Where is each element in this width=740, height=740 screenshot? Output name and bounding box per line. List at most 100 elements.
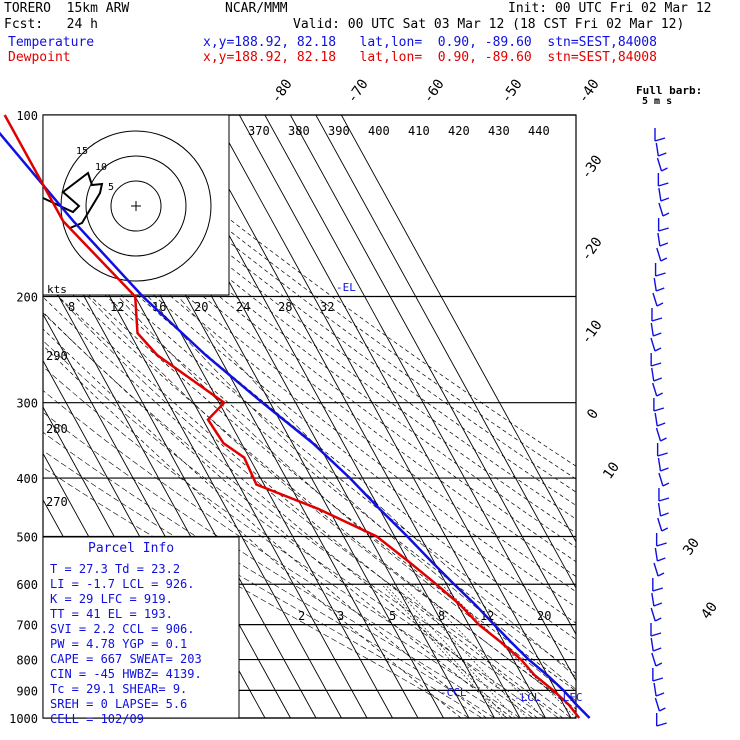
wind-barb	[656, 392, 664, 397]
wind-barb	[653, 602, 663, 607]
temp-axis-label: -40	[575, 76, 603, 106]
pressure-label-300: 300	[16, 397, 38, 411]
series-dewpoint	[3, 114, 581, 719]
speed-label: 20	[194, 300, 208, 314]
forecast-hour: Fcst: 24 h	[4, 17, 98, 32]
wind-barb	[662, 482, 670, 487]
temp-axis-label: -50	[498, 76, 526, 106]
wind-barb	[656, 542, 667, 547]
wind-barb	[655, 692, 665, 697]
wind-barb	[652, 292, 658, 307]
hodograph-ring-label: 5	[108, 182, 114, 193]
wind-barb	[659, 707, 666, 712]
wind-barb	[657, 232, 661, 247]
mixing-ratio-label: 5	[389, 609, 396, 623]
speed-label: 16	[152, 300, 166, 314]
wind-barb	[650, 637, 654, 652]
dry-adiabat-label: 270	[46, 495, 68, 509]
dry-adiabat	[43, 344, 462, 718]
annotation-ccl: -CCL	[440, 686, 467, 699]
temp-axis-label: -10	[578, 317, 606, 347]
pressure-label-400: 400	[16, 472, 38, 486]
wind-barb	[650, 607, 656, 622]
parcel-row: CIN = -45 HWBZ= 4139.	[50, 667, 202, 681]
dry-adiabat	[43, 134, 576, 548]
pressure-label-800: 800	[16, 654, 38, 668]
theta-label: 370	[248, 124, 270, 138]
moist-adiabat	[178, 296, 576, 678]
wind-barb	[658, 472, 664, 487]
series-temperature	[0, 131, 591, 719]
dry-adiabat	[43, 251, 576, 692]
wind-barb	[654, 617, 662, 622]
dry-adiabat-label: 280	[46, 422, 68, 436]
wind-barb	[657, 502, 662, 517]
pressure-label-900: 900	[16, 684, 38, 698]
wind-barb	[655, 142, 660, 157]
wind-barb	[658, 497, 670, 502]
theta-label: 420	[448, 124, 470, 138]
speed-label: 24	[236, 300, 250, 314]
wind-barb	[656, 422, 666, 427]
parcel-row: CAPE = 667 SWEAT= 203	[50, 652, 202, 666]
hodograph-ring	[110, 180, 162, 232]
org-name: NCAR/MMM	[225, 1, 288, 16]
hodograph-unit: kts	[47, 283, 67, 296]
dry-adiabat	[43, 296, 538, 718]
isotherm	[213, 115, 546, 718]
wind-barb	[653, 562, 659, 577]
wind-barb	[656, 722, 667, 727]
wind-barb	[657, 572, 665, 577]
parcel-row: SREH = 0 LAPSE= 5.6	[50, 697, 187, 711]
wind-barb	[653, 332, 662, 337]
wind-barb	[650, 337, 656, 352]
temp-axis-label: -70	[344, 76, 372, 106]
theta-label: 400	[368, 124, 390, 138]
parcel-row: SVI = 2.2 CCL = 906.	[50, 622, 195, 636]
wind-barb	[657, 452, 668, 457]
wind-barb	[653, 682, 657, 697]
isotherm	[264, 115, 576, 682]
pressure-label-500: 500	[16, 530, 38, 544]
wind-barb	[657, 517, 663, 532]
isotherm	[315, 115, 576, 589]
pressure-label-100: 100	[16, 109, 38, 123]
isotherm	[238, 115, 572, 718]
wind-barb	[654, 347, 662, 352]
plot-frame	[42, 114, 577, 719]
dry-adiabat	[43, 224, 576, 657]
temp-axis-label: 30	[680, 535, 703, 558]
theta-label: 430	[488, 124, 510, 138]
wind-barb	[660, 437, 667, 442]
wind-barb	[654, 697, 661, 712]
wind-barb	[655, 272, 666, 277]
temp-axis-label: -30	[578, 152, 606, 182]
temp-axis-label: -60	[420, 76, 448, 106]
wind-barb	[658, 202, 664, 217]
temperature-location: x,y=188.92, 82.18 lat,lon= 0.90, -89.60 …	[203, 35, 657, 50]
parcel-row: T = 27.3 Td = 23.2	[50, 562, 180, 576]
wind-barb	[662, 212, 670, 217]
hodograph-trace	[42, 171, 104, 229]
wind-barb	[651, 592, 655, 607]
wind-barb	[656, 302, 664, 307]
mixing-ratio-label: 20	[537, 609, 551, 623]
mixing-ratio-label: 8	[438, 609, 445, 623]
mixing-ratio-line	[401, 584, 528, 718]
wind-barb	[651, 317, 663, 322]
wind-barb	[660, 197, 670, 202]
wind-barb	[652, 677, 664, 682]
pressure-label-600: 600	[16, 578, 38, 592]
isotherm	[340, 115, 576, 543]
dry-adiabat	[43, 171, 576, 593]
wind-barb	[653, 377, 662, 382]
dry-adiabat-label: 290	[46, 349, 68, 363]
mixing-ratio-label: 2	[298, 609, 305, 623]
wind-barb	[658, 182, 669, 187]
wind-barb	[655, 287, 665, 292]
hodograph-ring-label: 15	[76, 146, 88, 157]
dry-adiabat	[43, 159, 576, 577]
temp-axis-label: 40	[698, 599, 721, 622]
speed-label: 32	[320, 300, 334, 314]
dry-adiabat	[43, 328, 487, 718]
